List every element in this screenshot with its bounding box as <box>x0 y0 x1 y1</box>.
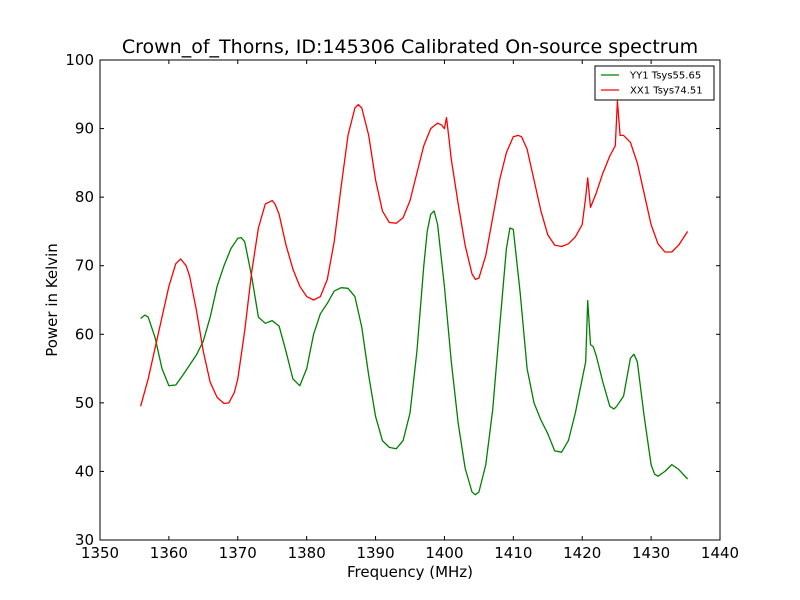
y-tick-label: 70 <box>75 257 94 275</box>
y-axis-label: Power in Kelvin <box>43 243 61 357</box>
x-tick-label: 1360 <box>150 544 188 562</box>
x-tick-label: 1420 <box>563 544 601 562</box>
x-axis-label: Frequency (MHz) <box>347 563 473 581</box>
legend-box <box>594 65 715 101</box>
x-tick-label: 1380 <box>288 544 326 562</box>
y-tick-label: 100 <box>65 51 94 69</box>
y-tick-label: 80 <box>75 188 94 206</box>
y-tick-label: 50 <box>75 394 94 412</box>
chart-title: Crown_of_Thorns, ID:145306 Calibrated On… <box>122 36 698 58</box>
x-tick-label: 1350 <box>81 544 119 562</box>
x-tick-label: 1440 <box>701 544 739 562</box>
series-layer <box>139 100 689 496</box>
series-line-1 <box>140 210 689 496</box>
y-tick-label: 90 <box>75 120 94 138</box>
x-tick-label: 1400 <box>425 544 463 562</box>
y-tick-label: 30 <box>75 531 94 549</box>
x-tick-label: 1430 <box>632 544 670 562</box>
ticks-layer: 1350 1360 1370 1380 1390 1400 1410 1420 1430 1440… <box>65 51 739 562</box>
legend: YY1 Tsys55.65 XX1 Tsys74.51 <box>594 65 715 101</box>
x-tick-label: 1390 <box>356 544 394 562</box>
x-tick-label: 1370 <box>219 544 257 562</box>
x-tick-label: 1410 <box>494 544 532 562</box>
y-tick-label: 60 <box>75 325 94 343</box>
plot-frame <box>99 59 721 541</box>
legend-label-1: YY1 Tsys55.65 <box>629 71 701 82</box>
series-line-2 <box>139 100 689 407</box>
legend-label-2: XX1 Tsys74.51 <box>630 86 703 97</box>
y-tick-label: 40 <box>75 462 94 480</box>
